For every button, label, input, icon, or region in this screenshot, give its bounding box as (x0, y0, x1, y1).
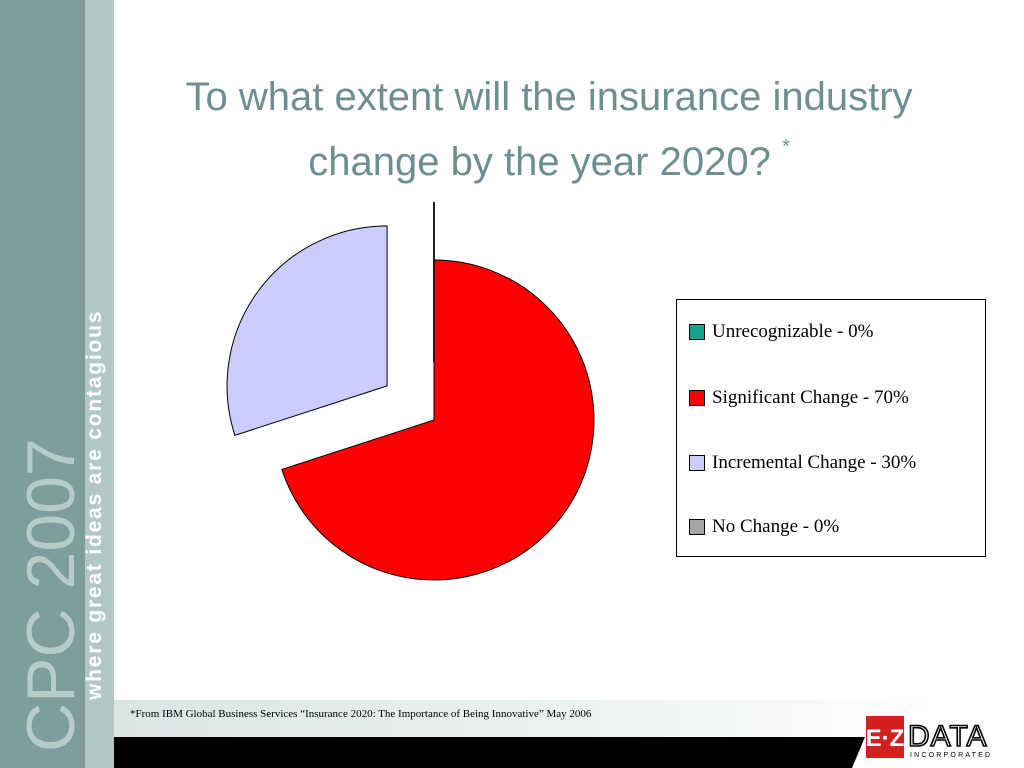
logo-ez-box (866, 716, 904, 758)
company-logo: E·Z DATA INCORPORATED (852, 706, 1024, 768)
legend-swatch (689, 390, 705, 406)
logo-ez-mark: E·Z (866, 725, 905, 752)
side-banner (0, 0, 85, 768)
page-title: To what extent will the insurance indust… (114, 72, 984, 187)
legend-swatch (689, 455, 705, 471)
legend-item-unrecognizable: Unrecognizable - 0% (689, 320, 873, 344)
ez-data-logo: E·Z DATA INCORPORATED (852, 706, 1024, 768)
title-line-2: change by the year 2020? * (114, 122, 984, 187)
title-line-2-text: change by the year 2020? (308, 140, 771, 184)
banner-brand: CPC 2007 (13, 438, 89, 752)
pie-chart (114, 200, 674, 670)
side-banner-text: CPC 2007 where great ideas are contagiou… (0, 0, 114, 768)
pie-chart-svg (226, 202, 595, 581)
logo-data-word: DATA (908, 720, 988, 753)
source-footnote: *From IBM Global Business Services “Insu… (130, 708, 592, 720)
legend-label: Significant Change - 70% (712, 387, 909, 408)
legend-item-incremental-change: Incremental Change - 30% (689, 451, 916, 475)
side-banner-stripe (85, 0, 114, 768)
title-line-1: To what extent will the insurance indust… (185, 75, 913, 119)
chart-legend: Unrecognizable - 0% Significant Change -… (676, 299, 986, 557)
pie-slice-significant-change (281, 259, 595, 581)
title-footnote-mark: * (781, 136, 790, 158)
legend-swatch (689, 519, 705, 535)
pie-slice-incremental-change (226, 225, 388, 436)
banner-tagline: where great ideas are contagious (83, 310, 106, 701)
logo-subtext: INCORPORATED (910, 752, 992, 759)
legend-item-significant-change: Significant Change - 70% (689, 386, 909, 410)
legend-label: Incremental Change - 30% (712, 452, 917, 473)
legend-swatch (689, 324, 705, 340)
legend-label: Unrecognizable - 0% (712, 321, 874, 342)
legend-label: No Change - 0% (712, 516, 840, 537)
legend-item-no-change: No Change - 0% (689, 515, 839, 539)
